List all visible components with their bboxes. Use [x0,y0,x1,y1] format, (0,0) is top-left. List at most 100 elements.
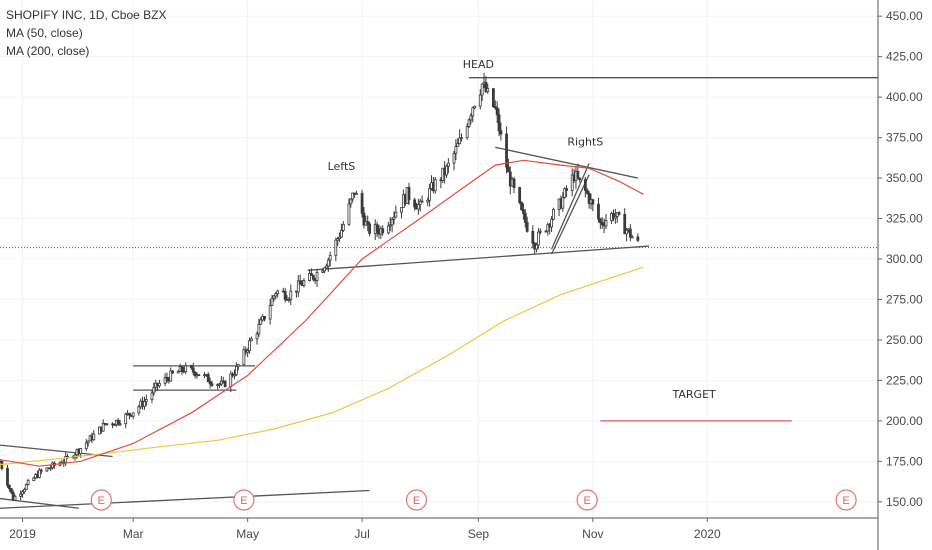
y-tick-label-225[interactable]: 225.00 [886,373,923,387]
x-tick-label-3[interactable]: Jul [354,527,369,541]
y-tick-label-375[interactable]: 375.00 [886,131,923,145]
candle-body [325,265,328,269]
candle [625,227,629,242]
trend-line-5 [307,245,650,271]
earnings-label: E [98,495,105,507]
candle [234,362,238,377]
x-tick-label-4[interactable]: Sep [468,527,490,541]
x-tick-label-6[interactable]: 2020 [694,527,721,541]
candle-body [458,137,462,144]
candle [45,467,49,472]
candle [585,187,589,195]
candle-body [561,196,565,209]
y-tick-label-175[interactable]: 175.00 [886,454,923,468]
candle-body [360,193,364,214]
candle-body [101,422,105,432]
candle [486,83,490,94]
candle-body [570,174,574,191]
earnings-circle [576,489,598,511]
x-tick-label-5[interactable]: Nov [582,527,603,541]
earnings-marker-2[interactable]: E [405,489,428,511]
candle-body [418,200,422,205]
candle-body [349,198,353,205]
y-tick-label-300[interactable]: 300.00 [886,252,923,266]
candle-body [311,274,315,280]
candle-body [591,199,595,205]
candle-body [433,179,437,192]
candle [465,123,469,140]
candle-body [518,187,522,203]
candle [597,197,600,223]
candle [630,234,634,239]
candle-body [368,223,371,234]
candle [131,412,135,420]
y-tick-label-275[interactable]: 275.00 [886,292,923,306]
earnings-marker-3[interactable]: E [576,489,598,511]
y-tick-label-250[interactable]: 250.00 [886,333,923,347]
candle-body [336,238,340,241]
candle [128,412,131,420]
y-tick-label-325[interactable]: 325.00 [886,212,923,226]
y-tick-label-150[interactable]: 150.00 [886,495,923,509]
candle [338,232,341,242]
y-tick-label-400[interactable]: 400.00 [886,90,923,104]
candle-body [308,273,311,282]
earnings-marker-1[interactable]: E [233,489,255,511]
earnings-circle [90,489,112,511]
candle [418,198,422,212]
candle-body [26,480,30,485]
candle-body [585,189,589,194]
earnings-marker-0[interactable]: E [90,489,112,511]
candle [270,294,274,306]
candle-body [193,371,197,377]
candle [193,371,197,379]
candle [613,208,617,224]
candle [561,192,565,212]
x-tick-label-1[interactable]: Mar [123,527,144,541]
candle [388,217,392,231]
candle [478,89,482,110]
y-axis-ticks[interactable]: 150.00 175.00 200.00 225.00 250.00 275.00 300.… [878,9,923,509]
candle [189,364,193,370]
candle-body [625,229,629,235]
candle [355,190,358,195]
candle [505,126,508,174]
candle-body [452,152,456,164]
candle [636,233,640,243]
candle-body [394,211,398,218]
earnings-marker-4[interactable]: E [835,489,857,511]
y-tick-label-425[interactable]: 425.00 [886,50,923,64]
candle-body [347,203,351,225]
candle-body [246,350,250,353]
annotations: HEAD LeftS RightS TARGET [328,58,716,401]
y-tick-label-450[interactable]: 450.00 [886,9,923,23]
candle-body [255,333,259,340]
x-tick-label-0[interactable]: 2019 [9,527,36,541]
candle-body [604,220,608,227]
candle [32,476,36,482]
candle [469,113,473,125]
candle [152,382,156,396]
y-tick-label-350[interactable]: 350.00 [886,171,923,185]
x-axis-ticks[interactable]: 2019 Mar May Jul Sep Nov 2020 [9,518,721,541]
candle [480,83,484,102]
candle [523,209,527,228]
candle [197,374,201,377]
candle-body [480,83,484,96]
candle [124,412,128,429]
x-tick-label-2[interactable]: May [236,527,259,541]
ma200-line [0,266,644,466]
candle [13,494,17,501]
candle-body [537,231,540,246]
y-tick-label-200[interactable]: 200.00 [886,414,923,428]
candle-body [636,236,640,241]
candle [236,363,240,371]
candle-body [544,230,548,233]
candle-body [493,106,497,109]
candle [6,464,9,488]
candle [39,468,43,475]
candle-body [630,236,634,239]
candle-body [531,231,535,244]
